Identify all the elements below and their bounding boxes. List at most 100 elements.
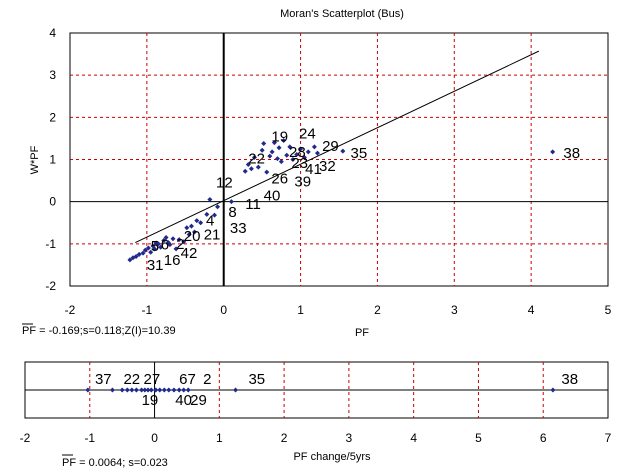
point-label: 24 bbox=[299, 125, 316, 142]
data-point bbox=[233, 387, 239, 393]
point-label: 31 bbox=[147, 257, 164, 274]
data-point bbox=[186, 232, 192, 238]
data-point bbox=[188, 223, 194, 229]
point-label: 22 bbox=[248, 151, 265, 168]
x-tick-label: -1 bbox=[142, 303, 153, 317]
data-point bbox=[145, 245, 151, 251]
data-point bbox=[207, 197, 213, 203]
data-point bbox=[163, 235, 169, 241]
point-label: 23 bbox=[291, 155, 308, 172]
x-tick-label: 1 bbox=[297, 303, 304, 317]
data-point bbox=[228, 199, 234, 205]
data-point bbox=[184, 225, 190, 231]
data-point bbox=[171, 387, 177, 393]
data-point bbox=[176, 237, 182, 243]
data-point bbox=[133, 253, 139, 259]
data-points bbox=[127, 138, 556, 263]
y-tick-labels: -2 -1 0 1 2 3 4 bbox=[45, 26, 56, 293]
data-point bbox=[142, 247, 148, 253]
data-point bbox=[267, 153, 273, 159]
point-label: 22 bbox=[123, 371, 140, 388]
point-label: 40 bbox=[264, 187, 281, 204]
data-point bbox=[281, 138, 287, 144]
x-tick-label: 3 bbox=[451, 303, 458, 317]
x-tick-label: 5 bbox=[605, 303, 612, 317]
data-point bbox=[198, 220, 204, 226]
x-axis-label: PF change/5yrs bbox=[293, 451, 371, 463]
x-tick-label: -1 bbox=[84, 431, 95, 445]
y-tick-label: 3 bbox=[49, 68, 56, 82]
data-point bbox=[211, 212, 217, 218]
point-label: 6 bbox=[161, 237, 169, 254]
point-label: 39 bbox=[294, 173, 311, 190]
y-tick-label: 0 bbox=[49, 195, 56, 209]
data-points bbox=[85, 387, 556, 393]
y-tick-label: -1 bbox=[45, 237, 56, 251]
data-point bbox=[185, 387, 191, 393]
point-label: 2 bbox=[203, 371, 211, 388]
x-tick-label: 2 bbox=[281, 431, 288, 445]
y-tick-label: 2 bbox=[49, 110, 56, 124]
point-label: 21 bbox=[204, 227, 221, 244]
chart-title: Moran's Scatterplot (Bus) bbox=[280, 8, 404, 20]
point-label: 38 bbox=[561, 371, 578, 388]
data-point bbox=[305, 149, 311, 155]
data-point bbox=[119, 387, 125, 393]
data-point bbox=[152, 246, 158, 252]
data-point bbox=[278, 159, 284, 165]
data-point bbox=[264, 169, 270, 175]
data-point bbox=[127, 257, 133, 263]
x-tick-label: -2 bbox=[65, 303, 76, 317]
point-label: 4 bbox=[206, 213, 214, 230]
data-point bbox=[340, 148, 346, 154]
x-tick-label: 0 bbox=[220, 303, 227, 317]
point-label: 27 bbox=[144, 371, 161, 388]
data-point bbox=[140, 250, 146, 256]
data-point bbox=[245, 162, 251, 168]
point-label: 67 bbox=[179, 371, 196, 388]
y-tick-label: -2 bbox=[45, 279, 56, 293]
data-point bbox=[130, 255, 136, 261]
point-label: 38 bbox=[563, 145, 580, 162]
point-label: 20 bbox=[184, 228, 201, 245]
data-point bbox=[133, 387, 139, 393]
data-point bbox=[287, 144, 293, 150]
data-point bbox=[148, 387, 154, 393]
x-tick-label: 0 bbox=[151, 431, 158, 445]
point-label: 26 bbox=[271, 170, 288, 187]
data-point bbox=[192, 229, 198, 235]
data-point bbox=[145, 387, 151, 393]
data-point bbox=[284, 152, 290, 158]
x-tick-label: 4 bbox=[528, 303, 535, 317]
point-label: 41 bbox=[305, 161, 322, 178]
data-point bbox=[269, 149, 275, 155]
point-label: 28 bbox=[289, 144, 306, 161]
grid bbox=[70, 33, 608, 286]
x-axis-label: PF bbox=[355, 327, 369, 339]
data-point bbox=[124, 387, 130, 393]
x-tick-label: 5 bbox=[475, 431, 482, 445]
regression-line bbox=[135, 50, 540, 244]
data-point bbox=[167, 242, 173, 248]
data-point bbox=[248, 166, 254, 172]
data-point bbox=[301, 154, 307, 160]
data-point bbox=[161, 387, 167, 393]
x-tick-label: 3 bbox=[346, 431, 353, 445]
data-point bbox=[139, 387, 145, 393]
data-point bbox=[170, 236, 176, 242]
x-tick-label: 1 bbox=[216, 431, 223, 445]
data-point bbox=[155, 241, 161, 247]
data-point bbox=[298, 146, 304, 152]
stat-summary: PF = 0.0064; s=0.023 bbox=[62, 457, 168, 469]
data-point bbox=[251, 154, 257, 160]
point-label: 2 bbox=[176, 236, 184, 253]
moran-scatterplot: Moran's Scatterplot (Bus) -2 -1 0 1 2 3 4 5 -2-… bbox=[22, 8, 612, 339]
data-point bbox=[314, 150, 320, 156]
point-label: 5 bbox=[151, 238, 159, 255]
data-point bbox=[275, 156, 281, 162]
point-label: 11 bbox=[245, 196, 261, 213]
data-point bbox=[181, 387, 187, 393]
data-point bbox=[194, 218, 200, 224]
